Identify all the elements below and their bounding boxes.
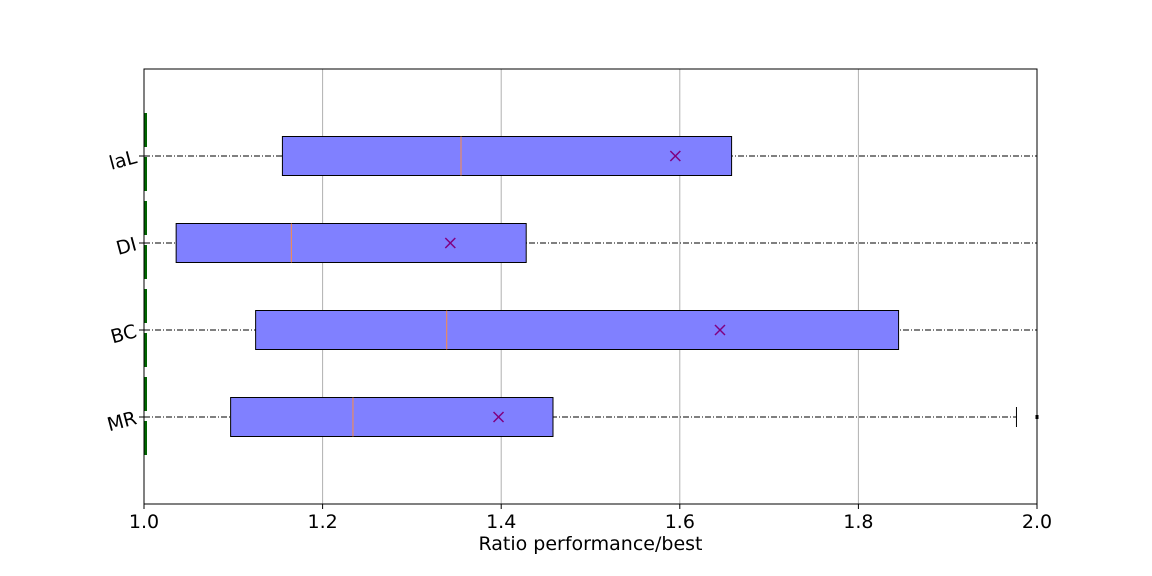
mean-marker [714,324,726,336]
mean-marker [669,150,681,162]
mean-marker-stroke [669,150,681,162]
whiskers [144,155,1037,427]
plot-frame [143,68,1038,505]
mean-marker-stroke [714,324,726,336]
y-tick-label: laL [107,146,140,174]
markers [144,113,1039,461]
mean-marker-stroke [492,411,505,423]
x-tick-label: 1.0 [129,511,159,533]
x-tick-label: 2.0 [1022,511,1052,533]
mean-marker-stroke [444,237,456,249]
box [281,136,733,176]
x-tick-label: 1.2 [307,511,337,533]
boxes [175,136,900,437]
x-tick-label: 1.4 [486,511,516,533]
grid-lines [143,69,1038,504]
y-tick-label: MR [105,407,139,436]
y-axis-ticks: MR BC DI laL [105,146,144,436]
y-tick-label: DI [114,233,139,259]
box [255,310,900,350]
y-tick-label: BC [108,320,139,348]
mean-marker [444,237,456,249]
x-tick-label: 1.8 [843,511,873,533]
x-axis-label: Ratio performance/best [478,533,702,555]
x-tick-label: 1.6 [665,511,695,533]
box [230,397,554,437]
box [175,223,527,263]
mean-marker [492,411,505,423]
x-axis-ticks: 1.0 1.2 1.4 1.6 1.8 2.0 [129,504,1052,533]
